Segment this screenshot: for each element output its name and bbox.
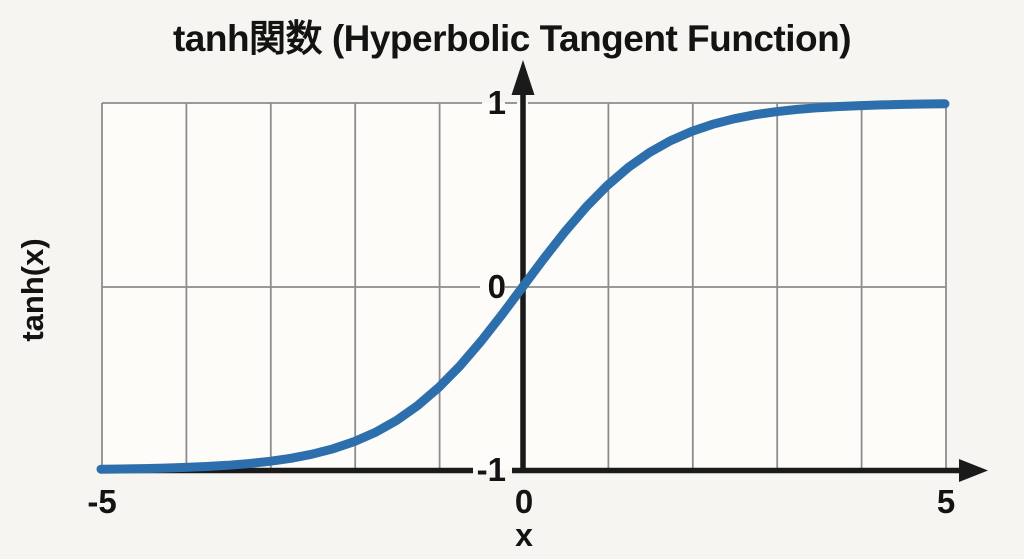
tanh-curve	[96, 99, 950, 474]
y-axis-arrow-icon	[511, 60, 535, 95]
chart-title: tanh関数 (Hyperbolic Tangent Function)	[172, 18, 852, 59]
x-axis-label: x	[515, 517, 533, 553]
x-tick-minus-5: -5	[87, 483, 117, 520]
x-tick-5: 5	[936, 483, 956, 520]
y-tick-0: 0	[487, 268, 506, 305]
grid	[101, 102, 947, 470]
x-axis-arrow-icon	[959, 459, 988, 482]
y-tick-1: 1	[487, 84, 506, 121]
y-tick-minus-1: -1	[476, 451, 506, 488]
x-tick-0: 0	[514, 483, 534, 520]
